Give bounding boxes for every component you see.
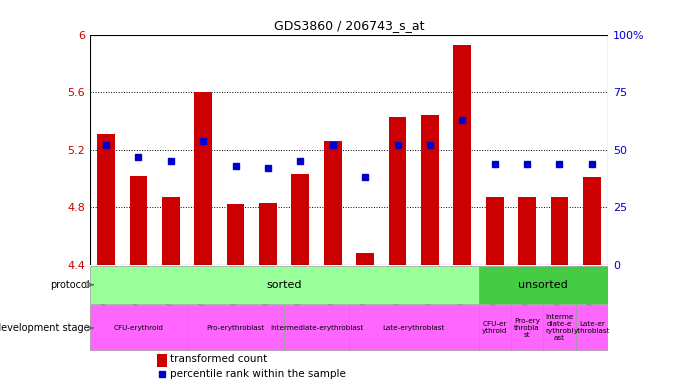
Bar [478, 266, 608, 304]
Bar [194, 92, 212, 265]
Text: CFU-erythroid: CFU-erythroid [113, 325, 163, 331]
Bar [478, 306, 511, 351]
Bar [284, 306, 349, 351]
Bar [90, 306, 187, 351]
Bar [292, 174, 310, 265]
Bar [227, 205, 245, 265]
Bar [129, 176, 147, 265]
Bar [543, 306, 576, 351]
Text: development stage: development stage [0, 323, 90, 333]
Bar [157, 354, 167, 367]
Bar [388, 117, 406, 265]
Text: Late-er
ythroblast: Late-er ythroblast [574, 321, 610, 334]
Bar [486, 197, 504, 265]
Bar [511, 306, 543, 351]
Bar [453, 45, 471, 265]
Text: Interme
diate-e
rythrobl
ast: Interme diate-e rythrobl ast [545, 314, 574, 341]
Bar [162, 197, 180, 265]
Bar [324, 141, 341, 265]
Bar [97, 134, 115, 265]
Text: Pro-erythroblast: Pro-erythroblast [207, 325, 265, 331]
Text: percentile rank within the sample: percentile rank within the sample [170, 369, 346, 379]
Bar [421, 115, 439, 265]
Text: Intermediate-erythroblast: Intermediate-erythroblast [270, 325, 363, 331]
Bar [187, 306, 284, 351]
Bar [518, 197, 536, 265]
Text: protocol: protocol [50, 280, 90, 290]
Text: sorted: sorted [267, 280, 302, 290]
Bar [583, 177, 600, 265]
Bar [90, 266, 478, 304]
Text: transformed count: transformed count [170, 354, 267, 364]
Bar [576, 306, 608, 351]
Bar [357, 253, 374, 265]
Text: Pro-ery
throbla
st: Pro-ery throbla st [514, 318, 540, 338]
Text: unsorted: unsorted [518, 280, 568, 290]
Bar [349, 306, 478, 351]
Bar [259, 203, 277, 265]
Text: Late-erythroblast: Late-erythroblast [383, 325, 445, 331]
Title: GDS3860 / 206743_s_at: GDS3860 / 206743_s_at [274, 19, 424, 32]
Bar [551, 197, 569, 265]
Text: CFU-er
ythroid: CFU-er ythroid [482, 321, 507, 334]
